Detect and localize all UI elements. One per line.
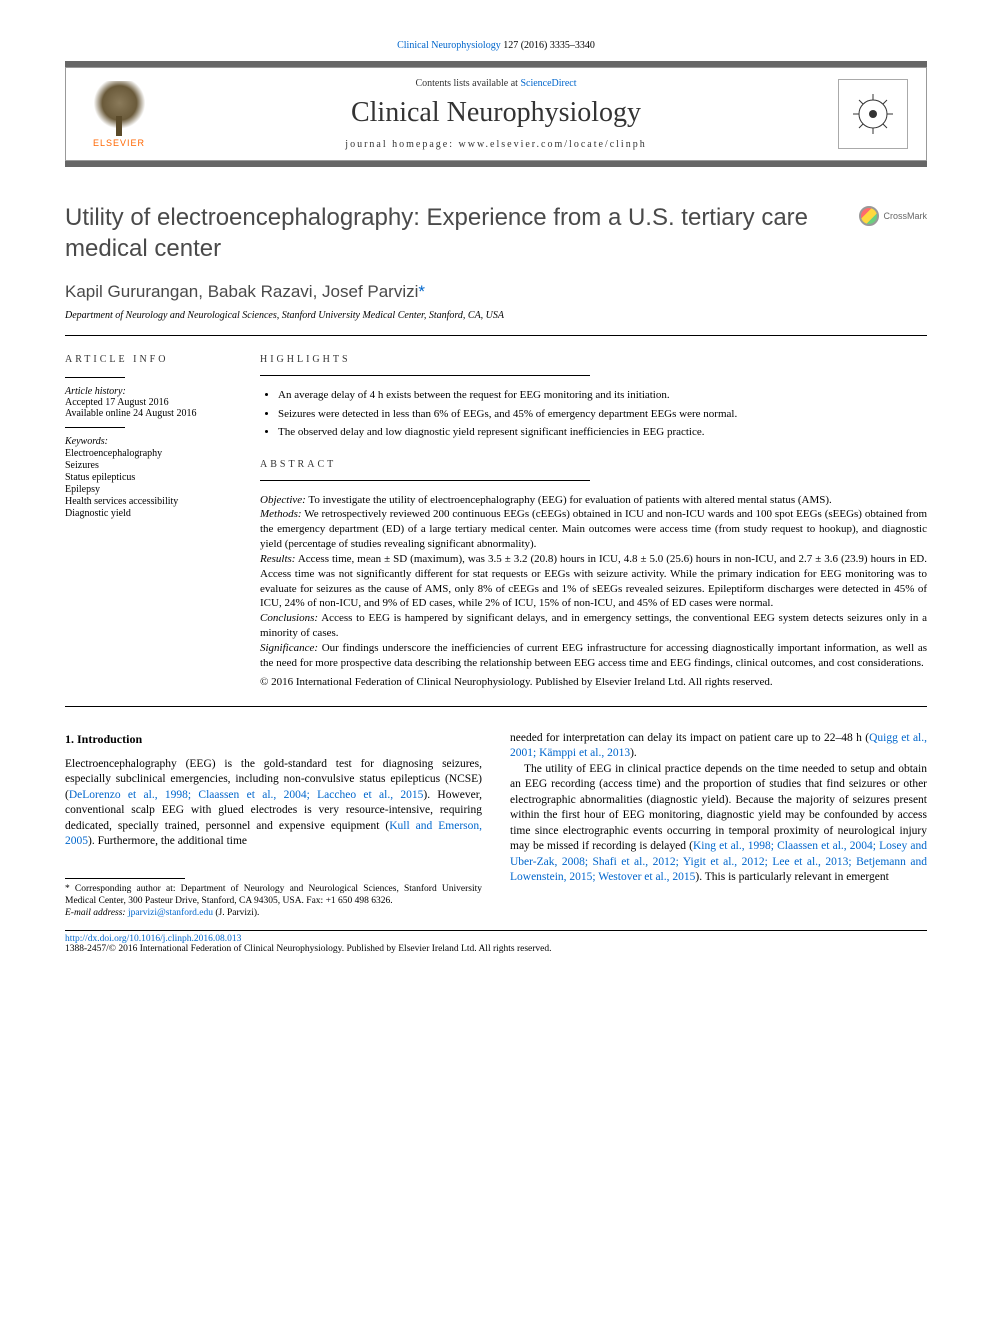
masthead: ELSEVIER Contents lists available at Sci… [65,61,927,167]
crossmark-badge[interactable]: CrossMark [859,206,927,226]
body-column-right: needed for interpretation can delay its … [510,731,927,920]
journal-homepage: journal homepage: www.elsevier.com/locat… [154,139,838,150]
article-info-heading972: article info [65,354,240,365]
keyword: Diagnostic yield [65,508,240,519]
sciencedirect-link[interactable]: ScienceDirect [520,78,576,89]
crossmark-icon [859,206,879,226]
contents-available: Contents lists available at ScienceDirec… [154,78,838,89]
citation-line: Clinical Neurophysiology 127 (2016) 3335… [65,40,927,51]
journal-name: Clinical Neurophysiology [154,97,838,129]
keyword: Epilepsy [65,484,240,495]
citation-journal-link[interactable]: Clinical Neurophysiology [397,40,501,51]
doi-line: http://dx.doi.org/10.1016/j.clinph.2016.… [65,930,927,944]
history-label: Article history: [65,386,240,397]
accepted-date: Accepted 17 August 2016 [65,397,240,408]
affiliation: Department of Neurology and Neurological… [65,310,927,336]
issn-line: 1388-2457/© 2016 International Federatio… [65,944,927,954]
keywords-label: Keywords: [65,436,240,447]
keyword: Health services accessibility [65,496,240,507]
citation-pages: 127 (2016) 3335–3340 [503,40,595,51]
highlight-item: Seizures were detected in less than 6% o… [278,407,927,422]
intro-paragraph: The utility of EEG in clinical practice … [510,762,927,886]
online-date: Available online 24 August 2016 [65,408,240,419]
body-column-left: 1. Introduction Electroencephalography (… [65,731,482,920]
author-list: Kapil Gururangan, Babak Razavi, Josef Pa… [65,282,927,302]
keyword: Electroencephalography [65,448,240,459]
abstract-copyright: © 2016 International Federation of Clini… [260,675,927,690]
email-link[interactable]: jparvizi@stanford.edu [128,908,213,918]
highlight-item: The observed delay and low diagnostic yi… [278,425,927,440]
footnotes: * Corresponding author at: Department of… [65,883,482,920]
corresponding-marker: * [418,282,425,301]
citation-link[interactable]: DeLorenzo et al., 1998; Claassen et al.,… [69,789,424,801]
keyword: Seizures [65,460,240,471]
abstract-section: abstract Objective: To investigate the u… [260,459,927,690]
article-info-column: article info Article history: Accepted 1… [65,354,260,689]
keyword: Status epilepticus [65,472,240,483]
journal-cover-icon [838,79,908,149]
doi-link[interactable]: http://dx.doi.org/10.1016/j.clinph.2016.… [65,934,241,944]
elsevier-tree-icon [92,81,147,136]
elsevier-logo[interactable]: ELSEVIER [84,81,154,148]
article-title: Utility of electroencephalography: Exper… [65,202,839,264]
highlights-section: highlights An average delay of 4 h exist… [260,354,927,440]
highlights-heading: highlights [260,354,927,365]
intro-paragraph: Electroencephalography (EEG) is the gold… [65,757,482,850]
abstract-heading: abstract [260,459,927,470]
keywords-list: Electroencephalography Seizures Status e… [65,448,240,519]
highlight-item: An average delay of 4 h exists between t… [278,388,927,403]
intro-heading: 1. Introduction [65,731,482,747]
intro-paragraph: needed for interpretation can delay its … [510,731,927,762]
elsevier-label: ELSEVIER [84,138,154,148]
